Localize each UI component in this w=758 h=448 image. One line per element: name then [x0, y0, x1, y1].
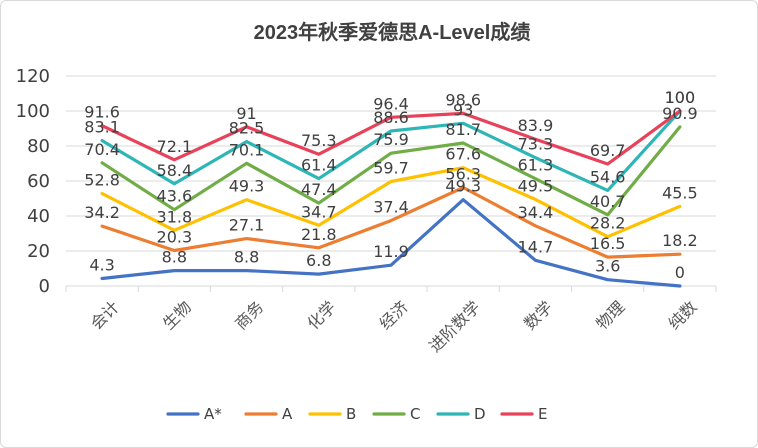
- data-label: 0: [675, 263, 685, 282]
- series-line-2: [100, 185, 682, 259]
- data-label: 49.3: [229, 177, 265, 196]
- data-label: 75.3: [301, 131, 337, 150]
- data-label: 27.1: [229, 216, 265, 235]
- data-label: 90.9: [662, 104, 698, 123]
- data-label: 96.4: [373, 94, 409, 113]
- data-label: 40.7: [590, 192, 626, 211]
- data-label: 20.3: [157, 227, 193, 246]
- data-label: 69.7: [590, 141, 626, 160]
- data-label: 83.9: [518, 116, 554, 135]
- data-label: 8.8: [234, 248, 259, 267]
- data-label: 56.3: [445, 164, 481, 183]
- data-label: 8.8: [162, 248, 187, 267]
- data-label: 18.2: [662, 231, 698, 250]
- data-label: 11.9: [373, 242, 409, 261]
- x-tick-label: 经济: [376, 297, 412, 333]
- data-label: 58.4: [157, 161, 193, 180]
- series-line-3: [100, 166, 682, 239]
- x-tick-label: 物理: [592, 297, 628, 333]
- data-label: 52.8: [84, 171, 120, 190]
- data-label: 28.2: [590, 214, 626, 233]
- chart-title: 2023年秋季爱德思A-Level成绩: [254, 20, 531, 44]
- data-label: 34.4: [518, 203, 554, 222]
- legend-label: C: [410, 405, 420, 423]
- y-tick-label: 40: [27, 206, 50, 227]
- data-label: 93: [453, 100, 473, 119]
- data-label: 6.8: [306, 251, 331, 270]
- y-tick-label: 60: [27, 171, 50, 192]
- legend-label: A*: [204, 405, 222, 423]
- x-axis-ticks: 会计 生物 商务 化学 经济 进阶数学 数学 物理 纯数: [87, 297, 701, 356]
- data-label: 70.1: [229, 140, 265, 159]
- y-tick-label: 80: [27, 136, 50, 157]
- y-tick-label: 0: [39, 276, 50, 297]
- data-label: 43.6: [157, 187, 193, 206]
- data-label: 49.3: [445, 177, 481, 196]
- data-label: 91.6: [84, 103, 120, 122]
- data-label: 34.7: [301, 202, 337, 221]
- legend-label: D: [474, 405, 486, 423]
- legend-label: A: [282, 405, 293, 423]
- data-label: 75.9: [373, 130, 409, 149]
- legend-label: B: [346, 405, 356, 423]
- data-label: 54.6: [590, 167, 626, 186]
- data-label: 82.5: [229, 119, 265, 138]
- y-tick-label: 120: [16, 66, 50, 87]
- data-label: 100: [665, 88, 696, 107]
- data-label: 37.4: [373, 198, 409, 217]
- data-label: 100: [665, 88, 696, 107]
- data-label: 61.4: [301, 156, 337, 175]
- series-line-6: [100, 109, 682, 166]
- data-label: 81.7: [445, 120, 481, 139]
- data-label: 70.4: [84, 140, 120, 159]
- data-label: 73.3: [518, 135, 554, 154]
- data-label: 45.5: [662, 183, 698, 202]
- x-tick-label: 纯数: [665, 297, 701, 333]
- series-lines: [100, 109, 682, 288]
- data-label: 16.5: [590, 234, 626, 253]
- x-tick-label: 化学: [303, 297, 339, 333]
- series-line-4: [100, 125, 682, 217]
- y-axis-ticks: 0 20 40 60 80 100 120: [16, 66, 50, 297]
- data-label: 72.1: [157, 137, 193, 156]
- data-label: 88.6: [373, 108, 409, 127]
- data-labels: 4.3 8.8 8.8 6.8 11.9 49.3 14.7 3.6 0 34.2 20.3 27.1…: [84, 88, 697, 282]
- x-tick-label: 进阶数学: [425, 297, 484, 356]
- data-label: 47.4: [301, 180, 337, 199]
- x-tick-label: 生物: [159, 297, 195, 333]
- x-tick-label: 商务: [231, 297, 267, 333]
- data-label: 4.3: [89, 255, 114, 274]
- data-label: 59.7: [373, 159, 409, 178]
- data-label: 91: [236, 104, 256, 123]
- data-label: 31.8: [157, 207, 193, 226]
- x-tick-label: 数学: [520, 297, 556, 333]
- series-line-5: [100, 109, 682, 192]
- data-label: 83.1: [84, 118, 120, 137]
- data-label: 21.8: [301, 225, 337, 244]
- data-label: 3.6: [595, 257, 620, 276]
- x-tick-label: 会计: [87, 297, 123, 333]
- legend-label: E: [538, 405, 547, 423]
- legend: A* A B C D E: [166, 405, 547, 423]
- y-tick-label: 20: [27, 241, 50, 262]
- y-tick-label: 100: [16, 101, 50, 122]
- data-label: 34.2: [84, 203, 120, 222]
- data-label: 98.6: [445, 90, 481, 109]
- data-label: 49.5: [518, 176, 554, 195]
- series-line-1: [100, 198, 682, 288]
- data-label: 67.6: [445, 145, 481, 164]
- data-label: 61.3: [518, 156, 554, 175]
- data-label: 14.7: [518, 237, 554, 256]
